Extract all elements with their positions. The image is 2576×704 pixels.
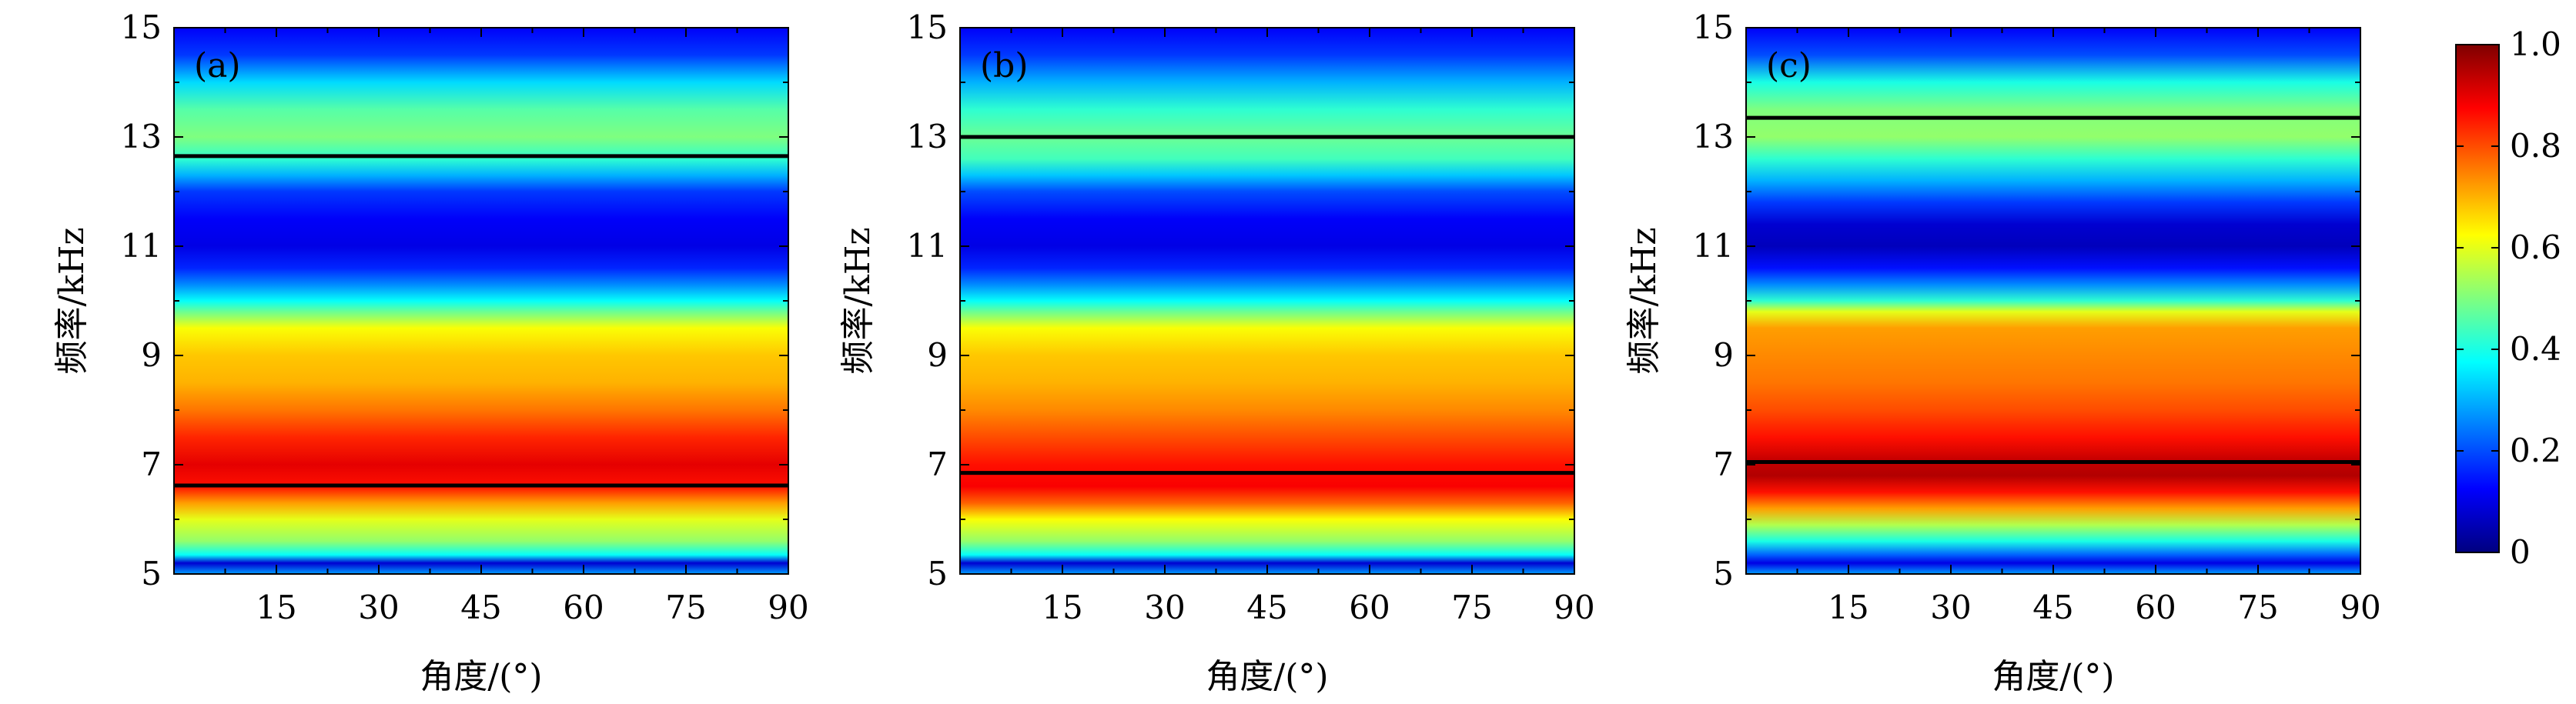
x-axis-label: 角度/(°) — [1206, 657, 1328, 696]
x-tick-label: 30 — [358, 589, 399, 626]
x-tick-label: 45 — [1246, 589, 1287, 626]
x-tick-label: 90 — [2340, 589, 2380, 626]
y-tick-label: 13 — [907, 118, 948, 155]
x-tick-label: 60 — [2135, 589, 2176, 626]
panel-label: (c) — [1766, 46, 1812, 85]
y-tick-label: 9 — [927, 336, 948, 374]
y-tick-label: 7 — [141, 445, 162, 483]
colorbar-tick-label: 0.8 — [2510, 127, 2561, 165]
x-tick-label: 75 — [1451, 589, 1492, 626]
x-tick-label: 75 — [2237, 589, 2278, 626]
x-tick-label: 15 — [256, 589, 296, 626]
colorbar: 0 0.2 0.4 0.6 0.8 1.0 — [2455, 25, 2561, 571]
y-axis-label: 频率/kHz — [52, 227, 92, 374]
x-tick-label: 90 — [768, 589, 808, 626]
heatmap-field — [174, 28, 788, 574]
panel-2: 5 7 9 11 13 15 15 30 45 60 75 90 (b) 角度/(°) 频率/kHz — [838, 8, 1595, 696]
y-tick-label: 5 — [927, 555, 948, 592]
x-tick-label: 45 — [2032, 589, 2073, 626]
panel-1: 5 7 9 11 13 15 15 30 45 60 75 90 (a) 角度/(°) 频率/kHz — [52, 8, 809, 696]
colorbar-frame — [2455, 44, 2500, 553]
y-axis-label: 频率/kHz — [1624, 227, 1664, 374]
colorbar-tick-label: 0.2 — [2510, 432, 2561, 469]
colorbar-tick-label: 0.6 — [2510, 229, 2561, 266]
y-tick-label: 9 — [141, 336, 162, 374]
colorbar-tick-label: 0.4 — [2510, 330, 2561, 368]
y-tick-label: 15 — [907, 8, 948, 46]
x-tick-label: 60 — [563, 589, 604, 626]
heatmap-field — [1746, 28, 2360, 574]
x-axis-label: 角度/(°) — [1992, 657, 2114, 696]
x-tick-label: 30 — [1930, 589, 1971, 626]
y-axis-label: 频率/kHz — [838, 227, 878, 374]
y-tick-label: 5 — [1713, 555, 1734, 592]
y-tick-label: 13 — [1693, 118, 1734, 155]
y-tick-label: 15 — [121, 8, 162, 46]
heatmap-field — [960, 28, 1574, 574]
y-tick-label: 11 — [907, 227, 948, 265]
colorbar-tick-label: 1.0 — [2510, 25, 2561, 63]
colorbar-tick-label: 0 — [2510, 533, 2531, 571]
y-tick-label: 9 — [1713, 336, 1734, 374]
y-tick-label: 15 — [1693, 8, 1734, 46]
panel-label: (b) — [980, 46, 1029, 85]
panel-label: (a) — [194, 46, 241, 85]
y-tick-label: 11 — [1693, 227, 1734, 265]
x-tick-label: 60 — [1349, 589, 1390, 626]
x-tick-label: 15 — [1828, 589, 1868, 626]
colorbar-gradient — [2456, 45, 2499, 552]
x-tick-label: 75 — [665, 589, 706, 626]
y-tick-label: 13 — [121, 118, 162, 155]
x-tick-label: 15 — [1042, 589, 1082, 626]
y-tick-label: 7 — [1713, 445, 1734, 483]
y-tick-label: 11 — [121, 227, 162, 265]
x-tick-label: 30 — [1144, 589, 1185, 626]
x-axis-label: 角度/(°) — [420, 657, 542, 696]
y-tick-label: 7 — [927, 445, 948, 483]
x-tick-label: 90 — [1554, 589, 1594, 626]
y-tick-label: 5 — [141, 555, 162, 592]
panel-3: 5 7 9 11 13 15 15 30 45 60 75 90 (c) 角度/(°) 频率/kHz — [1624, 8, 2381, 696]
x-tick-label: 45 — [460, 589, 501, 626]
